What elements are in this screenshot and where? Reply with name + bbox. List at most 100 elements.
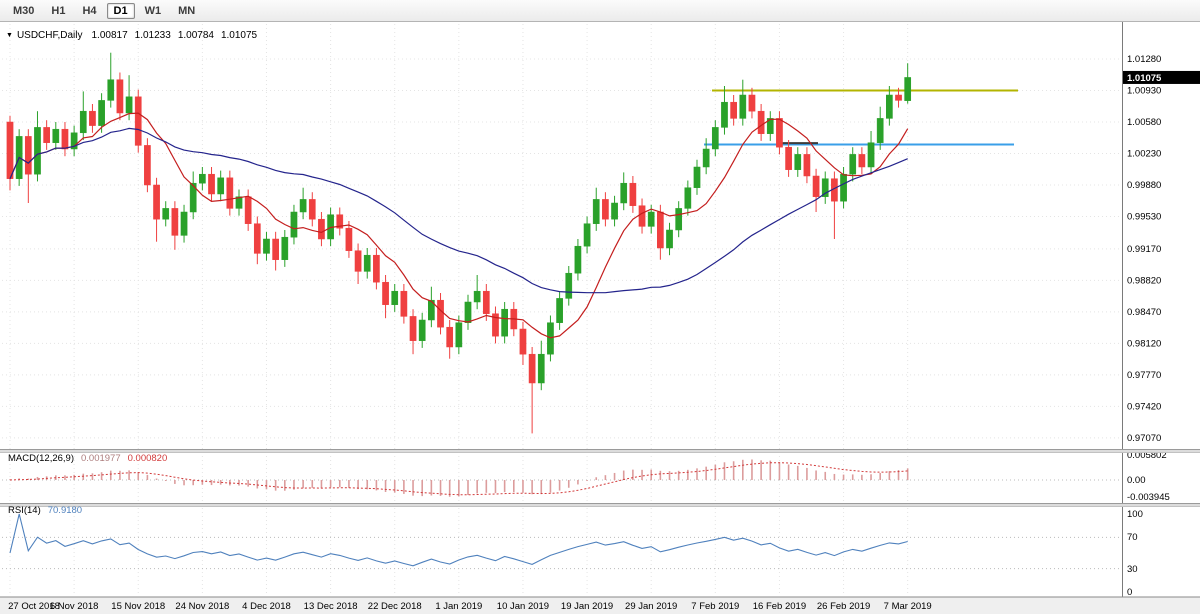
- candlestick-series: [6, 52, 912, 434]
- price-axis-label: 0.97070: [1127, 433, 1161, 444]
- candle: [702, 138, 710, 175]
- candle: [455, 315, 463, 355]
- timeframe-button-h1[interactable]: H1: [51, 4, 66, 17]
- candle: [52, 122, 60, 150]
- candle: [565, 266, 573, 306]
- candle: [226, 170, 234, 216]
- candle: [492, 306, 499, 344]
- candle: [272, 231, 279, 271]
- candle: [189, 171, 197, 220]
- price-axis-label: 0.98120: [1127, 338, 1161, 349]
- candle: [34, 111, 41, 182]
- candle: [345, 221, 353, 258]
- quote-high: 1.01233: [134, 30, 171, 41]
- candle: [886, 86, 893, 126]
- candle: [382, 275, 389, 319]
- candle: [482, 284, 490, 321]
- candle: [876, 106, 884, 150]
- candle: [89, 104, 96, 133]
- price-axis[interactable]: 1.01280 1.00930 1.00580 1.00230 0.99880 0.995…: [1122, 22, 1200, 598]
- candle: [812, 168, 820, 212]
- candle: [437, 293, 444, 335]
- candle: [24, 129, 32, 203]
- candle: [547, 315, 554, 362]
- candle: [125, 75, 133, 121]
- quote-open: 1.00817: [91, 30, 128, 41]
- quote-close: 1.01075: [220, 30, 258, 41]
- timeframe-button-d1[interactable]: D1: [106, 2, 135, 19]
- candle: [721, 86, 728, 135]
- macd-pane-label: MACD(12,26,9) 0.001977 0.000820: [8, 453, 167, 464]
- price-axis-label: 0.99530: [1127, 212, 1161, 223]
- candle: [684, 180, 692, 216]
- candle: [583, 216, 591, 254]
- quote-low: 1.00784: [177, 30, 214, 41]
- candle: [757, 104, 765, 141]
- candle: [556, 291, 563, 330]
- rsi-axis-label: 30: [1127, 564, 1138, 575]
- pane-splitter-rsi[interactable]: [0, 503, 1200, 507]
- time-axis-label: 15 Nov 2018: [111, 601, 165, 612]
- macd-axis-label: -0.003945: [1127, 492, 1170, 503]
- price-axis-label: 1.01280: [1127, 54, 1161, 65]
- price-axis-label: 0.98820: [1127, 275, 1161, 286]
- candle: [730, 95, 737, 126]
- price-axis-label: 0.97770: [1127, 370, 1161, 381]
- candle: [666, 222, 673, 256]
- candle: [766, 111, 774, 141]
- candle: [153, 177, 160, 242]
- candle: [134, 89, 142, 153]
- time-axis-label: 7 Feb 2019: [691, 601, 739, 612]
- candle: [785, 140, 792, 177]
- candle: [620, 172, 628, 211]
- candle: [363, 248, 371, 279]
- timeframe-button-mn[interactable]: MN: [178, 4, 196, 17]
- time-axis-label: 1 Jan 2019: [435, 601, 482, 612]
- rsi-pane-label: RSI(14) 70.9180: [8, 505, 82, 516]
- timeframe-button-m30[interactable]: M30: [13, 4, 35, 17]
- candle: [748, 87, 756, 119]
- candle: [693, 159, 701, 195]
- candle: [867, 131, 875, 175]
- time-axis-label: 10 Jan 2019: [497, 601, 549, 612]
- candle: [217, 170, 225, 202]
- candle: [318, 212, 325, 247]
- rsi-line: [9, 513, 908, 567]
- symbol-quote: ▼ USDCHF,Daily 1.00817 1.01233 1.00784 1.0107…: [6, 30, 264, 41]
- candle: [602, 192, 609, 227]
- ma-fast-line: [9, 112, 909, 339]
- candle: [574, 239, 582, 281]
- timeframe-button-w1[interactable]: W1: [144, 4, 162, 17]
- candle: [400, 284, 408, 324]
- candle: [290, 204, 298, 245]
- time-axis-label: 27 Oct 2018: [8, 601, 60, 612]
- candle: [528, 347, 536, 434]
- candle: [473, 275, 481, 310]
- candle: [43, 120, 50, 150]
- macd-axis-label: 0.005802: [1127, 450, 1167, 461]
- time-axis-label: 19 Jan 2019: [561, 601, 613, 612]
- candle: [336, 207, 344, 236]
- candle: [6, 115, 14, 191]
- quote-symbol: USDCHF,Daily: [16, 30, 83, 41]
- candle: [116, 72, 124, 121]
- candle: [308, 192, 316, 227]
- candle: [107, 52, 115, 108]
- candle: [464, 294, 472, 330]
- svg-text:1.01075: 1.01075: [1127, 73, 1162, 84]
- candle: [199, 167, 206, 191]
- candle: [592, 187, 600, 231]
- collapse-arrow-icon[interactable]: ▼: [6, 32, 13, 39]
- candle: [519, 321, 527, 365]
- price-axis-label: 0.97420: [1127, 401, 1161, 412]
- pane-splitter-macd[interactable]: [0, 449, 1200, 453]
- candle: [501, 302, 508, 344]
- time-axis-label: 29 Jan 2019: [625, 601, 677, 612]
- candle: [776, 111, 783, 155]
- price-axis-label: 1.00580: [1127, 117, 1161, 128]
- timeframe-button-h4[interactable]: H4: [82, 4, 97, 17]
- candle: [446, 320, 454, 359]
